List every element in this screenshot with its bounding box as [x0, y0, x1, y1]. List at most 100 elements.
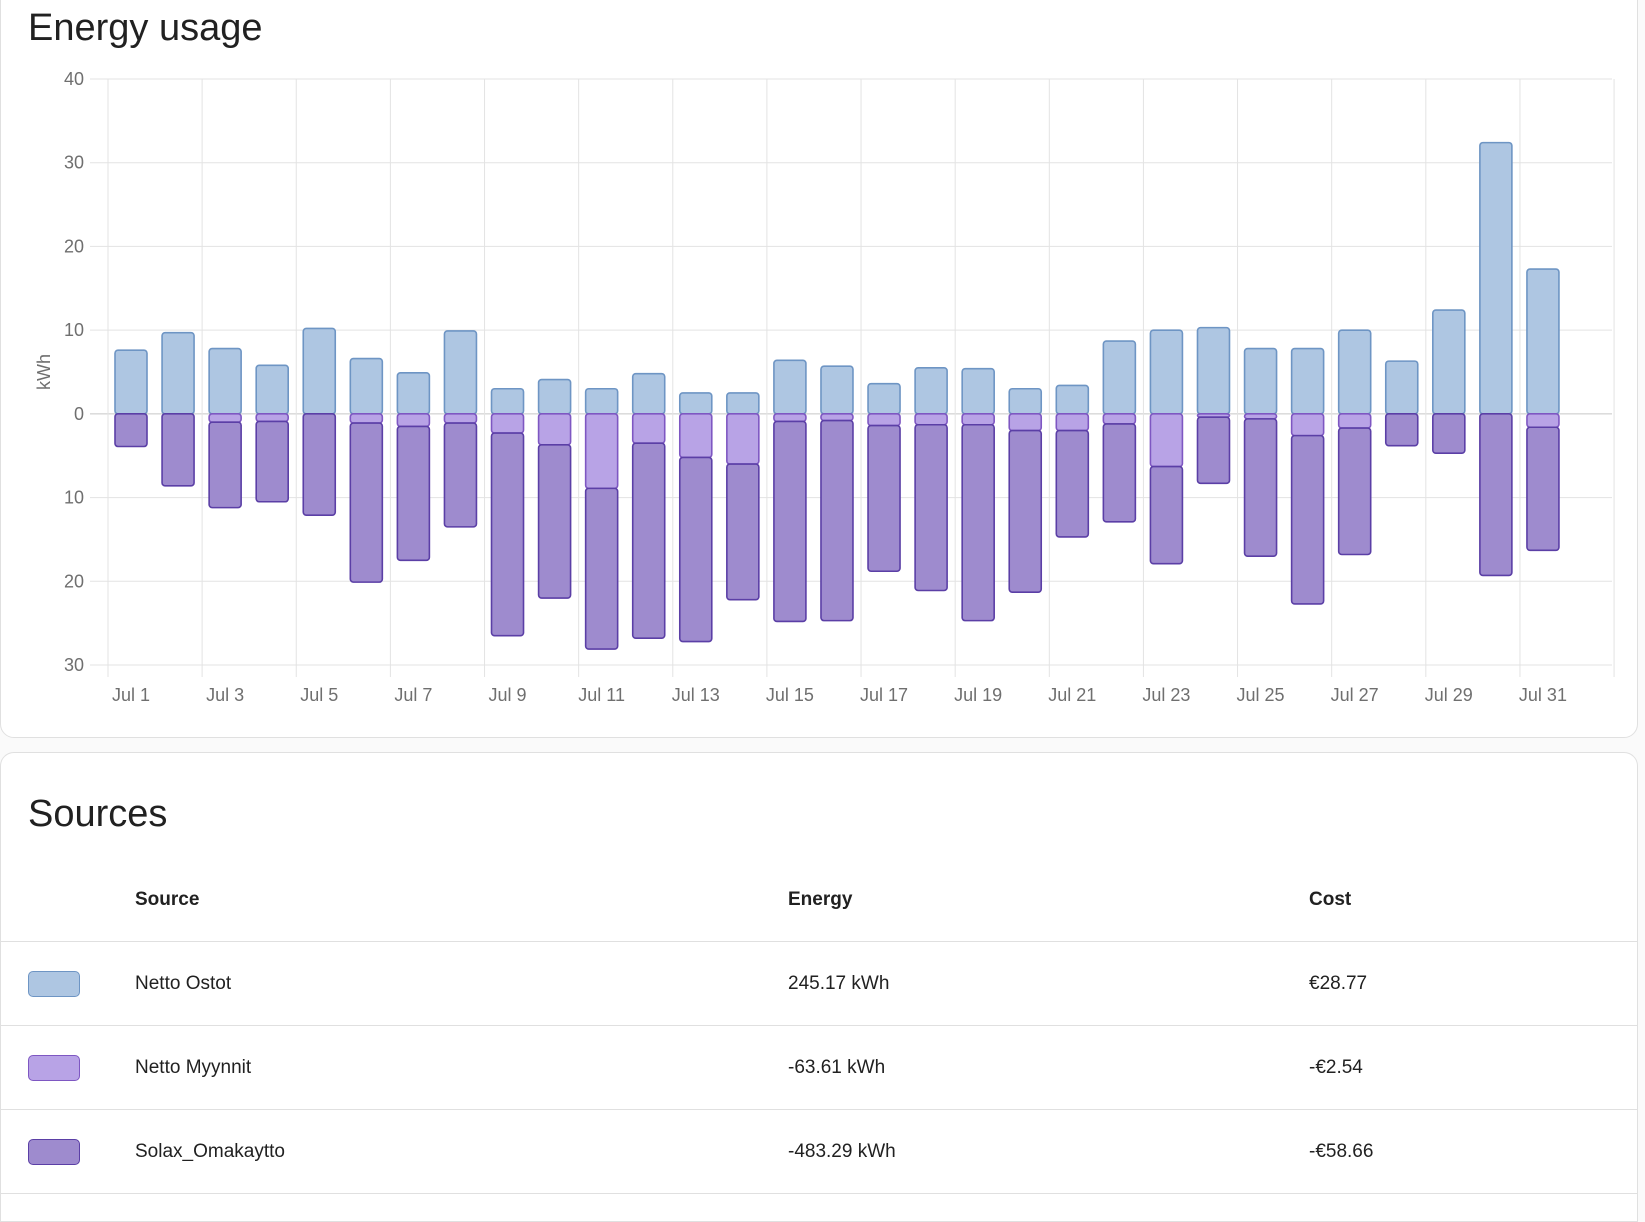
bar-netto-ostot[interactable] — [1337, 329, 1372, 415]
bar-netto-ostot[interactable] — [1384, 360, 1419, 415]
bar-netto-ostot[interactable] — [773, 359, 807, 415]
bar-solax-omakaytto[interactable] — [726, 463, 760, 601]
bar-netto-myynnit[interactable] — [1008, 413, 1043, 432]
table-row[interactable]: Solax_Omakaytto -483.29 kWh -€58.66 — [1, 1109, 1638, 1194]
bar-netto-ostot[interactable] — [302, 327, 337, 415]
bar-netto-ostot[interactable] — [490, 387, 525, 415]
bar-netto-ostot[interactable] — [161, 331, 195, 415]
bar-solax-omakaytto[interactable] — [1384, 413, 1419, 447]
bar-netto-myynnit[interactable] — [443, 413, 478, 424]
bar-solax-omakaytto[interactable] — [678, 456, 713, 643]
bar-netto-myynnit[interactable] — [1526, 413, 1560, 429]
bar-solax-omakaytto[interactable] — [1243, 418, 1278, 557]
bar-solax-omakaytto[interactable] — [302, 413, 337, 516]
bar-netto-myynnit[interactable] — [490, 413, 525, 434]
bar-netto-ostot[interactable] — [1432, 309, 1466, 415]
bar-netto-ostot[interactable] — [1479, 141, 1513, 415]
bar-netto-myynnit[interactable] — [678, 413, 713, 459]
bar-netto-ostot[interactable] — [1243, 347, 1278, 415]
bar-solax-omakaytto[interactable] — [1055, 429, 1090, 538]
bar-solax-omakaytto[interactable] — [161, 413, 195, 487]
bar-solax-omakaytto[interactable] — [1149, 465, 1184, 565]
bar-netto-myynnit[interactable] — [773, 413, 807, 423]
bar-netto-myynnit[interactable] — [1149, 413, 1184, 468]
bar-netto-myynnit[interactable] — [208, 413, 242, 424]
bar-netto-ostot[interactable] — [678, 392, 713, 415]
bar-netto-myynnit[interactable] — [584, 413, 619, 490]
bar-netto-myynnit[interactable] — [1290, 413, 1325, 437]
bar-netto-ostot[interactable] — [537, 378, 572, 415]
table-row[interactable]: Netto Myynnit -63.61 kWh -€2.54 — [1, 1025, 1638, 1110]
bar-netto-myynnit[interactable] — [349, 413, 384, 424]
bar-netto-ostot[interactable] — [255, 364, 289, 415]
bar-solax-omakaytto[interactable] — [114, 413, 148, 448]
x-tick-label: Jul 25 — [1237, 685, 1285, 705]
bar-solax-omakaytto[interactable] — [1196, 416, 1231, 485]
energy-column-header[interactable]: Energy — [788, 858, 1309, 942]
bar-netto-myynnit[interactable] — [396, 413, 431, 428]
bar-solax-omakaytto[interactable] — [490, 432, 525, 637]
bar-netto-myynnit[interactable] — [914, 413, 948, 426]
bar-solax-omakaytto[interactable] — [1290, 434, 1325, 605]
bar-netto-ostot[interactable] — [208, 347, 242, 415]
y-tick-label: 20 — [64, 236, 84, 256]
bar-netto-ostot[interactable] — [1055, 384, 1090, 415]
bar-solax-omakaytto[interactable] — [1526, 426, 1560, 552]
bar-netto-ostot[interactable] — [914, 367, 948, 415]
bar-netto-ostot[interactable] — [349, 357, 384, 415]
bar-solax-omakaytto[interactable] — [961, 423, 995, 622]
bar-netto-myynnit[interactable] — [537, 413, 572, 446]
bar-solax-omakaytto[interactable] — [820, 419, 854, 622]
bar-netto-ostot[interactable] — [1102, 340, 1137, 415]
bar-netto-ostot[interactable] — [584, 387, 619, 415]
bar-netto-ostot[interactable] — [1196, 326, 1231, 415]
bar-solax-omakaytto[interactable] — [1479, 413, 1513, 577]
bar-solax-omakaytto[interactable] — [867, 424, 901, 573]
bar-netto-ostot[interactable] — [1149, 329, 1184, 415]
bar-netto-myynnit[interactable] — [726, 413, 760, 465]
bar-solax-omakaytto[interactable] — [396, 425, 431, 562]
bar-solax-omakaytto[interactable] — [255, 420, 289, 503]
cost-column-header[interactable]: Cost — [1309, 858, 1638, 942]
bar-netto-ostot[interactable] — [867, 382, 901, 415]
bar-netto-ostot[interactable] — [820, 365, 854, 415]
x-tick-label: Jul 9 — [489, 685, 527, 705]
sources-table-header: Source Energy Cost — [1, 858, 1638, 942]
x-tick-label: Jul 21 — [1048, 685, 1096, 705]
bar-netto-myynnit[interactable] — [820, 413, 854, 422]
bar-netto-myynnit[interactable] — [1055, 413, 1090, 432]
bar-netto-ostot[interactable] — [1008, 387, 1043, 415]
bar-netto-myynnit[interactable] — [1102, 413, 1137, 425]
source-name: Netto Myynnit — [135, 1025, 788, 1110]
bar-netto-ostot[interactable] — [631, 372, 666, 415]
bar-solax-omakaytto[interactable] — [584, 487, 619, 650]
bar-solax-omakaytto[interactable] — [1337, 427, 1372, 556]
bar-solax-omakaytto[interactable] — [349, 422, 384, 583]
bar-solax-omakaytto[interactable] — [914, 423, 948, 592]
sources-table: Source Energy Cost Netto Ostot 245.17 kW… — [1, 858, 1638, 1194]
bar-netto-myynnit[interactable] — [961, 413, 995, 426]
table-row[interactable]: Netto Ostot 245.17 kWh €28.77 — [1, 941, 1638, 1026]
bar-netto-ostot[interactable] — [726, 392, 760, 415]
bar-solax-omakaytto[interactable] — [1432, 413, 1466, 455]
bar-solax-omakaytto[interactable] — [1102, 423, 1137, 523]
bar-solax-omakaytto[interactable] — [537, 444, 572, 599]
bar-solax-omakaytto[interactable] — [631, 442, 666, 640]
bar-netto-ostot[interactable] — [1290, 347, 1325, 415]
bar-solax-omakaytto[interactable] — [443, 422, 478, 528]
bar-solax-omakaytto[interactable] — [208, 421, 242, 509]
bar-netto-myynnit[interactable] — [631, 413, 666, 444]
bar-netto-myynnit[interactable] — [867, 413, 901, 427]
bar-netto-ostot[interactable] — [961, 367, 995, 415]
bar-netto-ostot[interactable] — [114, 349, 148, 415]
bar-netto-ostot[interactable] — [1526, 268, 1560, 415]
bar-netto-ostot[interactable] — [396, 372, 431, 415]
bar-netto-ostot[interactable] — [443, 330, 478, 415]
legend-swatch-icon — [28, 970, 80, 997]
bar-netto-myynnit[interactable] — [1337, 413, 1372, 429]
source-column-header[interactable]: Source — [135, 858, 788, 942]
bar-netto-myynnit[interactable] — [255, 413, 289, 423]
bar-solax-omakaytto[interactable] — [773, 420, 807, 623]
bar-solax-omakaytto[interactable] — [1008, 429, 1043, 593]
